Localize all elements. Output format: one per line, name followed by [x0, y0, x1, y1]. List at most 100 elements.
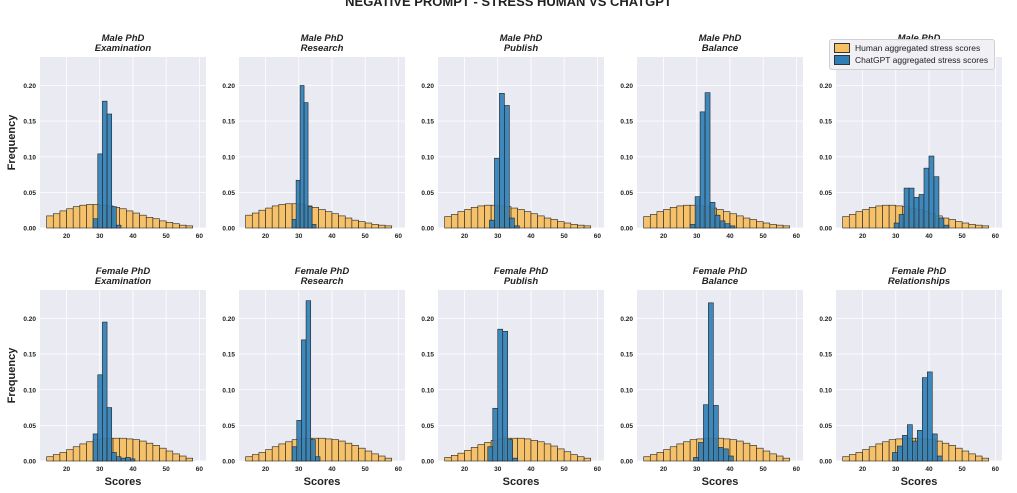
panel-2: 20 30 40 50 60 0.00 0.05 0.10 0.15 0.20 Male PhDRe… — [222, 33, 405, 240]
x-axis-label: Scores — [105, 476, 142, 488]
chatgpt-bar — [299, 85, 305, 229]
human-bar — [470, 447, 479, 462]
chatgpt-bar — [92, 433, 99, 462]
chatgpt-bar — [923, 167, 930, 229]
human-bar — [444, 216, 452, 229]
y-tick-label: 0.20 — [222, 83, 235, 90]
x-tick-label: 50 — [561, 233, 569, 240]
human-bar — [948, 445, 956, 462]
y-tick-label: 0.00 — [421, 226, 434, 233]
panel-title-line2: Examination — [95, 276, 152, 287]
chatgpt-bar — [512, 457, 518, 462]
human-bar — [325, 438, 333, 462]
human-bar — [251, 212, 260, 229]
chatgpt-bar — [926, 371, 933, 462]
human-bar — [132, 212, 140, 229]
panel-6: 20 30 40 50 60 0.00 0.05 0.10 0.15 0.20 Female PhD… — [6, 266, 206, 488]
human-bar — [842, 216, 850, 229]
panel-title-line1: Female PhD — [295, 266, 350, 277]
human-bar — [172, 223, 180, 229]
chatgpt-bar — [902, 435, 908, 462]
human-bar — [656, 211, 664, 229]
human-bar — [762, 450, 771, 462]
human-bar — [875, 443, 883, 462]
chatgpt-bar — [116, 456, 122, 462]
x-tick-label: 20 — [461, 233, 469, 240]
legend-swatch-human — [834, 43, 850, 53]
panel-title-line1: Female PhD — [494, 266, 549, 277]
x-tick-label: 20 — [63, 466, 71, 473]
human-bar — [517, 437, 525, 462]
y-axis-label: Frequency — [6, 347, 18, 404]
x-tick-label: 60 — [395, 466, 403, 473]
chatgpt-bar — [507, 439, 514, 462]
y-tick-label: 0.00 — [620, 459, 633, 466]
y-tick-label: 0.20 — [819, 83, 832, 90]
human-bar — [271, 446, 280, 462]
y-tick-label: 0.05 — [421, 423, 434, 430]
panel-title-line1: Male PhD — [500, 33, 543, 44]
chatgpt-bar — [898, 214, 905, 229]
x-tick-label: 20 — [63, 233, 71, 240]
human-bar — [258, 452, 266, 462]
human-bar — [583, 225, 592, 229]
x-tick-label: 60 — [793, 466, 801, 473]
x-tick-label: 40 — [925, 466, 933, 473]
chatgpt-bar — [933, 176, 940, 229]
chatgpt-bar — [514, 225, 520, 229]
x-tick-label: 20 — [461, 466, 469, 473]
chatgpt-bar — [499, 93, 505, 229]
chatgpt-bar — [504, 105, 510, 229]
plot-area — [438, 57, 604, 228]
x-tick-label: 50 — [163, 466, 171, 473]
x-tick-label: 50 — [362, 233, 370, 240]
chatgpt-bar — [893, 222, 900, 229]
y-tick-label: 0.00 — [421, 459, 434, 466]
chatgpt-bar — [303, 102, 309, 229]
x-tick-label: 40 — [328, 466, 336, 473]
y-tick-label: 0.15 — [819, 119, 832, 126]
y-tick-label: 0.20 — [620, 316, 633, 323]
human-bar — [66, 449, 74, 462]
legend-swatch-chatgpt — [834, 55, 850, 65]
chatgpt-bar — [719, 220, 726, 229]
x-tick-label: 50 — [561, 466, 569, 473]
human-bar — [676, 205, 684, 229]
human-bar — [66, 208, 74, 229]
human-bar — [848, 454, 857, 462]
human-bar — [245, 214, 253, 229]
human-bar — [86, 441, 94, 462]
x-tick-label: 20 — [262, 466, 270, 473]
chatgpt-bar — [709, 202, 716, 229]
y-tick-label: 0.20 — [620, 83, 633, 90]
y-tick-label: 0.15 — [421, 352, 434, 359]
human-bar — [450, 214, 459, 229]
human-bar — [165, 450, 174, 462]
human-bar — [961, 450, 970, 462]
human-bar — [351, 445, 359, 462]
x-tick-label: 50 — [163, 233, 171, 240]
y-tick-label: 0.00 — [819, 459, 832, 466]
chatgpt-bar — [315, 456, 321, 462]
chatgpt-bar — [295, 179, 301, 229]
human-bar — [649, 214, 658, 229]
plot-area — [40, 290, 206, 461]
human-bar — [371, 453, 379, 462]
chatgpt-bar — [917, 430, 923, 462]
x-tick-label: 60 — [992, 233, 1000, 240]
chatgpt-bar — [296, 420, 302, 462]
legend-entry-human: Human aggregated stress scores — [834, 42, 988, 54]
panel-title-line1: Male PhD — [898, 33, 941, 44]
human-bar — [364, 222, 373, 229]
y-tick-label: 0.15 — [620, 352, 633, 359]
human-bar — [961, 222, 970, 229]
human-bar — [457, 211, 465, 229]
human-bar — [265, 449, 273, 462]
y-tick-label: 0.05 — [819, 190, 832, 197]
x-tick-label: 30 — [295, 466, 303, 473]
chatgpt-bar — [723, 448, 729, 462]
chatgpt-bar — [509, 217, 515, 229]
chatgpt-bar — [291, 446, 298, 462]
y-tick-label: 0.10 — [222, 387, 235, 394]
chatgpt-bar — [97, 153, 103, 229]
